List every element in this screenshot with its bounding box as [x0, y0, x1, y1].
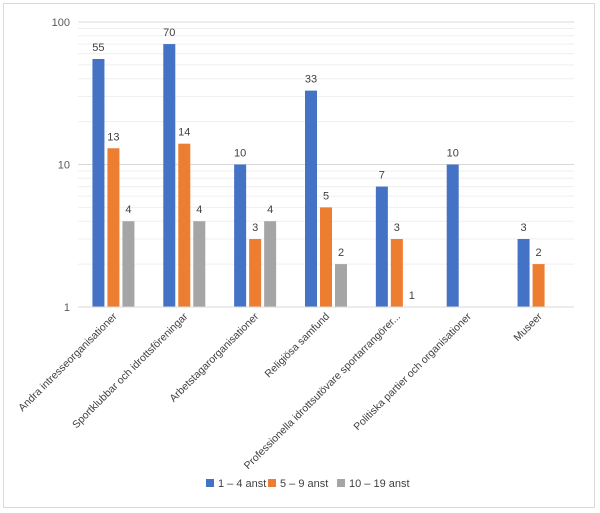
legend-swatch: [337, 479, 345, 487]
y-axis-ticks: 1 10 100: [52, 17, 70, 314]
data-label: 33: [305, 74, 317, 86]
bar: [122, 221, 135, 307]
bar: [320, 207, 332, 307]
bar: [92, 58, 105, 307]
data-label: 13: [107, 131, 119, 143]
data-label: 4: [125, 204, 131, 216]
y-tick-label: 1: [64, 302, 70, 314]
legend-swatch: [206, 479, 214, 487]
bar: [390, 239, 403, 307]
bar: [532, 264, 545, 307]
bar: [234, 164, 247, 307]
legend: 1 – 4 anst 5 – 9 anst 10 – 19 anst: [206, 478, 410, 490]
data-label: 5: [323, 190, 329, 202]
data-label: 70: [163, 27, 175, 39]
data-label: 2: [536, 247, 542, 259]
bar: [305, 90, 317, 308]
data-label: 2: [338, 247, 344, 259]
bar: [335, 264, 347, 307]
bar: [446, 164, 459, 307]
bar: [163, 44, 176, 308]
bar: [264, 221, 277, 307]
legend-swatch: [268, 479, 276, 487]
legend-label: 10 – 19 anst: [349, 478, 410, 490]
data-label: 3: [521, 222, 527, 234]
category-label: Museer: [511, 310, 545, 344]
data-label: 3: [252, 222, 258, 234]
data-label: 3: [394, 222, 400, 234]
legend-label: 1 – 4 anst: [218, 478, 266, 490]
category-label: Politiska partier och organisationer: [351, 310, 474, 433]
category-label: Sportklubbar och idrottsföreningar: [70, 310, 191, 431]
category-label: Religiösa samfund: [263, 311, 333, 381]
bar: [193, 221, 206, 307]
bars: [92, 44, 545, 308]
category-label: Professionella idrottsutövare sportarran…: [242, 311, 403, 472]
bar: [107, 148, 120, 307]
data-labels: 55 70 10 33 7 10 3 13 14 3 5 3 2 4 4 4 2 1: [92, 27, 541, 302]
data-label: 1: [409, 290, 415, 302]
bar: [517, 239, 530, 307]
category-labels: Andra intresseorganisationerSportklubbar…: [16, 310, 545, 472]
data-label: 14: [178, 127, 190, 139]
gridlines: [78, 21, 574, 265]
data-label: 7: [379, 170, 385, 182]
y-tick-label: 100: [52, 17, 70, 29]
y-tick-label: 10: [58, 160, 70, 172]
bar: [375, 186, 388, 307]
data-label: 4: [196, 204, 202, 216]
data-label: 10: [447, 148, 459, 160]
data-label: 55: [92, 42, 104, 54]
bar: [178, 143, 191, 307]
legend-label: 5 – 9 anst: [280, 478, 328, 490]
data-label: 4: [267, 204, 273, 216]
data-label: 10: [234, 148, 246, 160]
bar: [249, 239, 262, 307]
